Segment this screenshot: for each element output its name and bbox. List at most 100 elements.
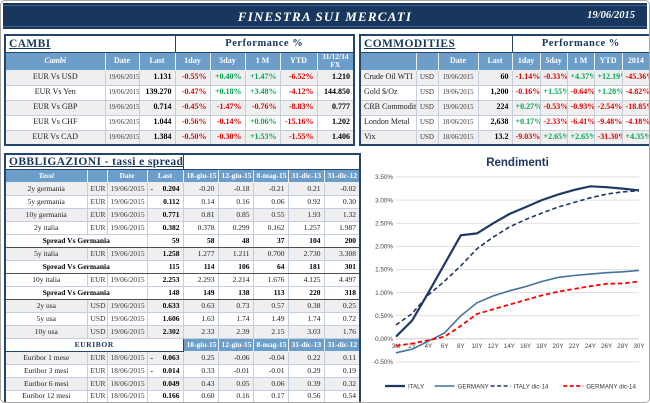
pair-name: EUR Vs Yen <box>4 84 106 101</box>
last-value: 0.166 <box>146 389 184 402</box>
currency: EUR <box>86 272 108 287</box>
spread-value: 181 <box>287 259 325 274</box>
rate-name: 10y germania <box>4 207 88 222</box>
performance-value: -0.16% <box>511 84 541 101</box>
quote-date: 18/06/2015 <box>106 363 148 378</box>
column-header-ytd: YTD <box>593 51 623 71</box>
historic-value: 0.162 <box>252 220 289 235</box>
chart-text: 18Y <box>536 343 547 350</box>
column-header-last: Last <box>138 51 176 71</box>
spread-label: Spread Vs Germania <box>4 259 148 274</box>
rate-name: Euribor 12 mesi <box>4 389 88 402</box>
quote-date: 18/06/2015 <box>106 389 148 402</box>
chart-text: 3.50% <box>375 174 393 181</box>
performance-value: -1.47% <box>209 99 246 116</box>
commodities-performance-header: Performance % <box>511 34 649 53</box>
historic-value: 0.72 <box>323 311 361 326</box>
cambi-row: EUR Vs Yen 19/06/2015 139.270 -0.47% +0.18% +… <box>4 84 355 101</box>
performance-value: -8.83% <box>279 99 318 116</box>
obbligazioni-title-row: OBBLIGAZIONI - tassi e spread <box>4 153 361 170</box>
historic-value: 1.63 <box>182 311 219 326</box>
commodity-name: London Metal <box>359 114 417 131</box>
historic-value: 0.54 <box>323 389 361 402</box>
historic-value: 0.38 <box>287 298 325 313</box>
historic-value: 0.19 <box>323 363 361 378</box>
chart-text: 26Y <box>601 343 612 350</box>
historic-value: 0.16 <box>217 194 254 209</box>
report-date: 19/06/2015 <box>587 10 635 21</box>
commodity-name: Gold $/Oz <box>359 84 417 101</box>
quote-date: 19/06/2015 <box>106 298 148 313</box>
currency: USD <box>415 84 439 101</box>
fx-31-12-14: 1.210 <box>316 69 355 86</box>
commodity-row: CRB Commodity USD 19/06/2015 224 +0.27% -0.53… <box>359 99 649 116</box>
spread-label: Spread Vs Germania <box>4 233 148 248</box>
historic-value: 1.32 <box>323 207 361 222</box>
historic-value: 0.60 <box>182 389 219 402</box>
spread-value: 113 <box>252 285 289 300</box>
performance-value: -6.41% <box>566 114 595 131</box>
legend-label: ITALY <box>408 383 424 390</box>
spread-value: 48 <box>217 233 254 248</box>
performance-value: -18.85% <box>621 99 649 116</box>
last-value: 2,638 <box>477 114 513 131</box>
performance-value: +0.18% <box>209 84 246 101</box>
column-header-8-mag-15: 8-mag-15 <box>252 337 289 352</box>
last-value: 0.112 <box>146 194 184 209</box>
column-header-31-12-14-fx: 31/12/14 FX <box>316 51 355 71</box>
performance-value: -45.36% <box>621 69 649 86</box>
spread-value: 37 <box>252 233 289 248</box>
rendimenti-chart-svg: Rendimenti 3.50% 3.00% 2.50% 2.00% 1.50% 1.00%… <box>373 157 644 390</box>
column-header-18-giu-15: 18-giu-15 <box>182 168 219 183</box>
quote-date: 18/06/2015 <box>437 129 479 146</box>
euribor-row: Euribor 1 mese EUR 18/06/2015-0.063 0.25 -0.… <box>4 350 361 365</box>
chart-text: 24Y <box>585 343 596 350</box>
historic-value: 2.214 <box>217 272 254 287</box>
cambi-row: EUR Vs GBP 19/06/2015 0.714 -0.45% -1.47% -0.… <box>4 99 355 116</box>
euribor-row: Euribor 3 mesi EUR 18/06/2015-0.014 0.33 -0.… <box>4 363 361 378</box>
spread-row: Spread Vs Germania 115 114 106 64 181 301 <box>4 259 361 274</box>
performance-value: -4.12% <box>279 84 318 101</box>
last-value: 139.270 <box>138 84 176 101</box>
chart-text: 8Y <box>457 343 465 350</box>
chart-text: 20Y <box>552 343 563 350</box>
historic-value: 1.74 <box>217 311 254 326</box>
column-header-blank <box>415 51 439 71</box>
column-header-31-dic-13: 31-dic-13 <box>287 337 325 352</box>
historic-value: 0.700 <box>252 246 289 261</box>
performance-value: +1.55% <box>539 84 568 101</box>
chart-text: 28Y <box>617 343 628 350</box>
quote-date: 19/06/2015 <box>106 311 148 326</box>
performance-value: -1.14% <box>511 69 541 86</box>
historic-value: 0.33 <box>182 363 219 378</box>
quote-date: 19/06/2015 <box>437 84 479 101</box>
last-value: 0.714 <box>138 99 176 116</box>
historic-value: 0.39 <box>287 376 325 391</box>
chart-text: 2.00% <box>375 244 393 251</box>
column-header-18-giu-15: 18-giu-15 <box>182 337 219 352</box>
historic-value: 3.308 <box>323 246 361 261</box>
commodity-name: Vix <box>359 129 417 146</box>
historic-value: 0.92 <box>287 194 325 209</box>
rate-name: 10y usa <box>4 324 88 339</box>
spread-value: 114 <box>182 259 219 274</box>
obbligazioni-title-cell: OBBLIGAZIONI - tassi e spread <box>4 153 184 170</box>
rate-name: 5y germania <box>4 194 88 209</box>
rate-name: 5y usa <box>4 311 88 326</box>
performance-value: +1.53% <box>244 129 281 146</box>
column-header-date: Date <box>106 168 148 183</box>
spread-last: 115 <box>146 259 184 274</box>
last-value: 0.771 <box>146 207 184 222</box>
quote-date: 18/06/2015 <box>437 114 479 131</box>
spread-value: 149 <box>182 285 219 300</box>
quote-date: 19/06/2015 <box>104 69 140 86</box>
performance-value: -0.45% <box>174 99 211 116</box>
fx-31-12-14: 0.777 <box>316 99 355 116</box>
spread-row: Spread Vs Germania 59 58 48 37 104 200 <box>4 233 361 248</box>
chart-text: 10Y <box>471 343 482 350</box>
currency: EUR <box>86 363 108 378</box>
performance-value: +4.35% <box>621 129 649 146</box>
column-header-date: Date <box>104 51 140 71</box>
last-value: 1.384 <box>138 129 176 146</box>
cambi-title: CAMBI <box>9 37 51 50</box>
